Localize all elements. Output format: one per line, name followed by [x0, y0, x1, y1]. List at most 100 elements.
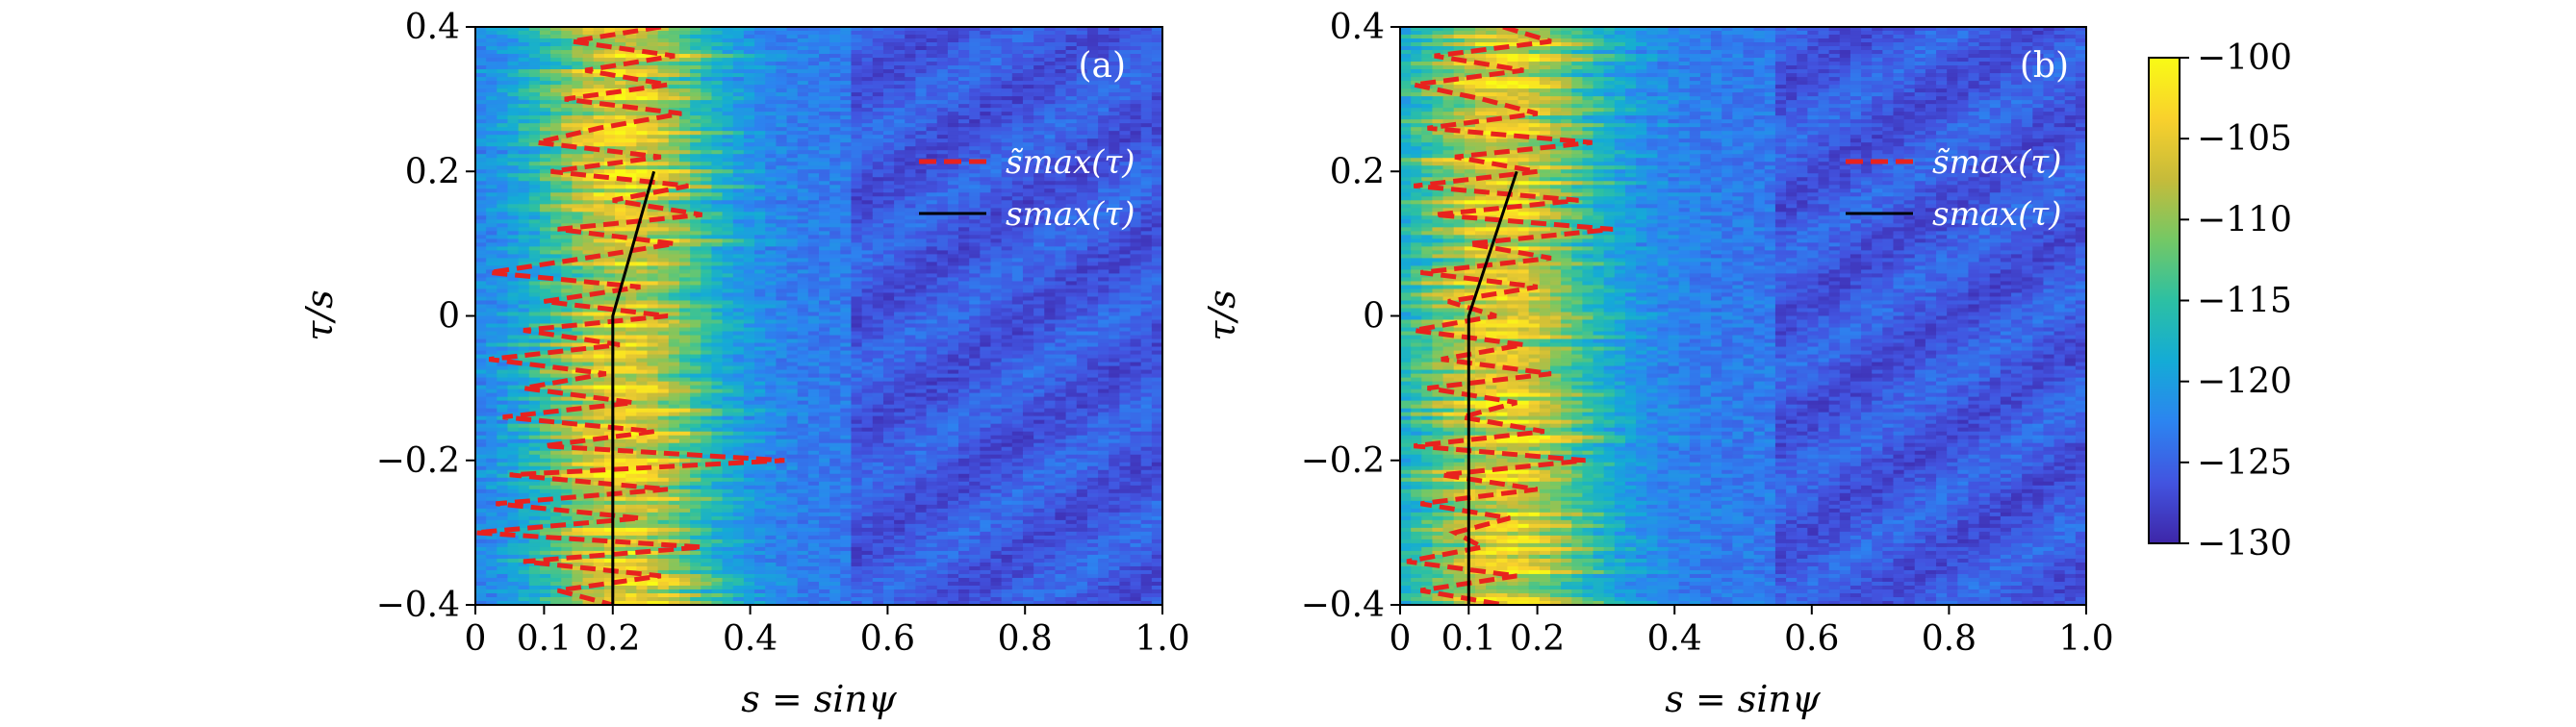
heatmap-cell: [882, 135, 895, 139]
heatmap-cell: [765, 285, 778, 290]
heatmap-cell: [1140, 88, 1153, 93]
heatmap-cell: [1086, 181, 1099, 186]
heatmap-cell: [701, 312, 713, 317]
heatmap-cell: [958, 88, 970, 93]
heatmap-cell: [550, 323, 562, 329]
heatmap-cell: [807, 188, 820, 193]
heatmap-cell: [1140, 323, 1153, 329]
heatmap-cell: [1055, 246, 1067, 252]
heatmap-cell: [1098, 146, 1109, 151]
heatmap-cell: [1086, 200, 1099, 206]
heatmap-cell: [786, 288, 799, 294]
heatmap-cell: [701, 273, 713, 279]
heatmap-cell: [561, 158, 574, 163]
heatmap-cell: [765, 123, 778, 128]
heatmap-cell: [807, 27, 820, 32]
heatmap-cell: [625, 165, 638, 170]
heatmap-cell: [636, 88, 649, 93]
heatmap-cell: [1055, 235, 1067, 240]
heatmap-cell: [475, 142, 487, 147]
heatmap-cell: [936, 42, 949, 47]
heatmap-cell: [851, 58, 863, 63]
heatmap-cell: [1151, 200, 1162, 206]
heatmap-cell: [1044, 300, 1057, 306]
heatmap-cell: [1055, 123, 1067, 128]
heatmap-cell: [572, 162, 584, 166]
heatmap-cell: [980, 308, 992, 313]
heatmap-cell: [690, 262, 701, 267]
heatmap-cell: [690, 115, 701, 120]
heatmap-cell: [711, 177, 724, 182]
heatmap-cell: [1109, 35, 1121, 39]
heatmap-cell: [915, 62, 928, 66]
heatmap-cell: [807, 173, 820, 178]
heatmap-cell: [936, 188, 949, 193]
heatmap-cell: [1065, 277, 1078, 283]
heatmap-cell: [636, 46, 649, 51]
heatmap-cell: [475, 223, 487, 229]
heatmap-cell: [765, 169, 778, 174]
heatmap-cell: [507, 42, 520, 47]
heatmap-cell: [647, 115, 659, 120]
heatmap-cell: [894, 231, 905, 237]
heatmap-cell: [1086, 58, 1099, 63]
heatmap-cell: [1044, 54, 1057, 59]
heatmap-cell: [732, 231, 745, 237]
heatmap-cell: [861, 281, 874, 287]
heatmap-cell: [550, 158, 562, 163]
heatmap-cell: [807, 81, 820, 86]
heatmap-cell: [1109, 192, 1121, 197]
heatmap-cell: [561, 223, 574, 229]
heatmap-cell: [582, 242, 595, 248]
heatmap-cell: [947, 281, 959, 287]
heatmap-cell: [872, 219, 884, 225]
heatmap-cell: [1130, 254, 1142, 260]
heatmap-cell: [668, 165, 680, 170]
heatmap-cell: [711, 158, 724, 163]
heatmap-cell: [1086, 38, 1099, 43]
heatmap-cell: [786, 92, 799, 97]
heatmap-cell: [1033, 188, 1045, 193]
heatmap-cell: [1076, 319, 1088, 325]
heatmap-cell: [1044, 112, 1057, 116]
heatmap-cell: [754, 173, 766, 178]
heatmap-cell: [497, 312, 509, 317]
heatmap-cell: [882, 35, 895, 39]
heatmap-cell: [528, 69, 541, 74]
heatmap-cell: [829, 319, 842, 325]
heatmap-cell: [657, 223, 670, 229]
heatmap-cell: [732, 262, 745, 267]
heatmap-cell: [497, 288, 509, 294]
heatmap-cell: [1130, 138, 1142, 143]
heatmap-cell: [743, 277, 755, 283]
heatmap-cell: [765, 73, 778, 78]
heatmap-cell: [1055, 219, 1067, 225]
heatmap-cell: [786, 123, 799, 128]
heatmap-cell: [507, 323, 520, 329]
heatmap-cell: [711, 46, 724, 51]
heatmap-cell: [722, 173, 734, 178]
heatmap-cell: [990, 212, 1003, 217]
heatmap-cell: [678, 277, 691, 283]
heatmap-cell: [819, 269, 830, 275]
heatmap-cell: [743, 85, 755, 89]
heatmap-cell: [657, 62, 670, 66]
heatmap-cell: [894, 138, 905, 143]
heatmap-cell: [872, 281, 884, 287]
heatmap-cell: [1098, 173, 1109, 178]
heatmap-cell: [518, 323, 530, 329]
heatmap-cell: [1140, 208, 1153, 213]
heatmap-cell: [840, 138, 853, 143]
heatmap-cell: [1055, 81, 1067, 86]
heatmap-cell: [1055, 154, 1067, 159]
heatmap-cell: [743, 62, 755, 66]
heatmap-cell: [882, 254, 895, 260]
heatmap-cell: [1001, 46, 1013, 51]
heatmap-cell: [678, 192, 691, 197]
heatmap-cell: [819, 285, 830, 290]
heatmap-cell: [872, 185, 884, 189]
heatmap-cell: [1076, 223, 1088, 229]
heatmap-cell: [486, 254, 498, 260]
heatmap-cell: [1044, 208, 1057, 213]
heatmap-cell: [1086, 235, 1099, 240]
